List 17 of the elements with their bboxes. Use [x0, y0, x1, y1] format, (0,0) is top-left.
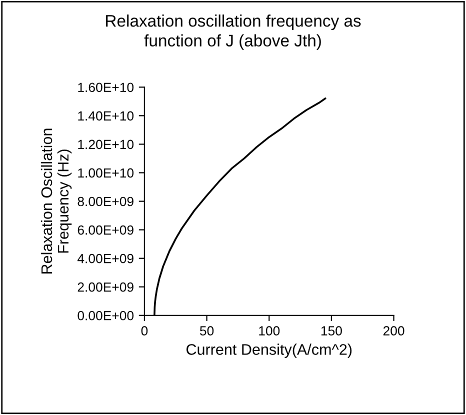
x-tick-label: 0	[141, 326, 148, 336]
y-axis-title: Relaxation Oscillation Frequency (Hz)	[40, 128, 72, 274]
y-tick-label: 1.20E+10	[78, 140, 134, 150]
x-tick-label: 50	[200, 326, 214, 336]
y-tick-label: 8.00E+09	[78, 196, 134, 206]
x-axis-title: Current Density(A/cm^2)	[186, 344, 352, 358]
x-tick-label: 150	[321, 326, 342, 336]
y-tick-label: 4.00E+09	[77, 254, 134, 264]
y-tick-label: 2.00E+09	[78, 282, 134, 292]
y-tick-label: 1.00E+10	[78, 168, 134, 178]
x-tick-label: 100	[259, 326, 280, 336]
x-tick-label: 200	[383, 326, 404, 336]
y-tick-label: 6.00E+09	[78, 225, 134, 235]
y-tick-label: 0.00E+00	[78, 310, 134, 320]
y-tick-label: 1.40E+10	[78, 111, 134, 121]
chart-title: Relaxation oscillation frequency as function of J (above Jth)	[106, 14, 361, 50]
y-tick-label: 1.60E+10	[78, 82, 134, 92]
